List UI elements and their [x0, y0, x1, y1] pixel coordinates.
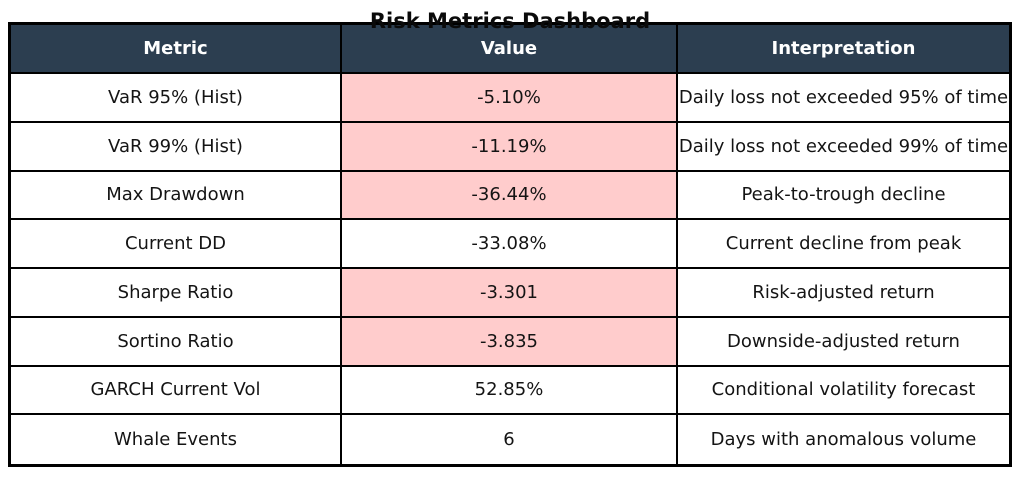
interpretation-cell: Current decline from peak: [678, 220, 1009, 269]
chart-title: Risk Metrics Dashboard: [369, 9, 651, 33]
value-cell: 52.85%: [342, 366, 678, 416]
metric-cell: Sharpe Ratio: [11, 269, 342, 318]
value-cell: -3.301: [342, 269, 678, 318]
metric-cell: Max Drawdown: [11, 171, 342, 221]
metric-cell: Whale Events: [11, 415, 342, 464]
column-header-metric: Metric: [11, 25, 342, 74]
value-cell: -11.19%: [342, 122, 678, 172]
risk-metrics-table: Metric Value Interpretation VaR 95% (His…: [8, 22, 1012, 467]
value-cell: -33.08%: [342, 220, 678, 269]
column-header-interpretation: Interpretation: [678, 25, 1009, 74]
metric-cell: Sortino Ratio: [11, 317, 342, 367]
column-header-value: Value: [342, 25, 678, 74]
metric-cell: Current DD: [11, 220, 342, 269]
metric-cell: VaR 95% (Hist): [11, 74, 342, 123]
interpretation-cell: Daily loss not exceeded 95% of time: [678, 74, 1009, 123]
value-cell: -36.44%: [342, 171, 678, 221]
value-cell: -5.10%: [342, 74, 678, 123]
metric-cell: VaR 99% (Hist): [11, 122, 342, 172]
interpretation-cell: Daily loss not exceeded 99% of time: [678, 122, 1009, 172]
value-cell: -3.835: [342, 317, 678, 367]
interpretation-cell: Risk-adjusted return: [678, 269, 1009, 318]
metric-cell: GARCH Current Vol: [11, 366, 342, 416]
interpretation-cell: Days with anomalous volume: [678, 415, 1009, 464]
interpretation-cell: Peak-to-trough decline: [678, 171, 1009, 221]
interpretation-cell: Downside-adjusted return: [678, 317, 1009, 367]
value-cell: 6: [342, 415, 678, 464]
interpretation-cell: Conditional volatility forecast: [678, 366, 1009, 416]
